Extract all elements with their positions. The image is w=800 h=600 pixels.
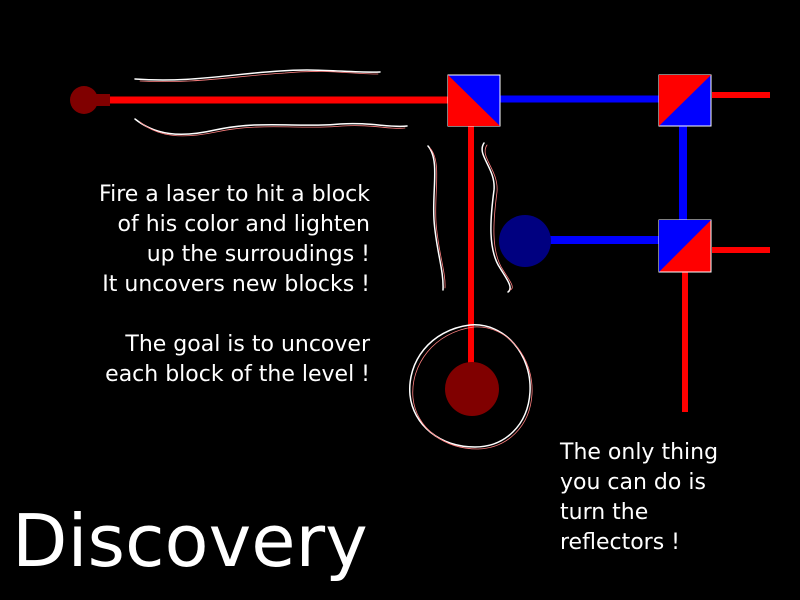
blue-target-block [499, 215, 551, 267]
target-circle-sketch [409, 324, 531, 448]
intro-instructions: Fire a laser to hit a block of his color… [99, 182, 370, 387]
beam-stroke-left [427, 145, 444, 291]
beam-stroke-right [481, 142, 511, 293]
red-target-block [445, 362, 499, 416]
sketch-marks [134, 69, 533, 450]
target-circle-sketch-red [412, 326, 533, 450]
motion-line-lower [134, 118, 408, 135]
beam-stroke-right-red [484, 144, 513, 291]
reflector-top-right[interactable] [658, 74, 712, 127]
reflector-middle-right[interactable] [658, 219, 712, 273]
laser-source[interactable] [70, 86, 110, 114]
laser-source-body [70, 86, 98, 114]
motion-line-lower-red [139, 121, 406, 137]
reflector-hint: The only thing you can do is turn the re… [560, 440, 719, 555]
motion-line-upper-red [139, 71, 379, 83]
reflector-red-half [659, 75, 711, 126]
reflector-red-half [448, 75, 500, 126]
reflector-top-left[interactable] [447, 74, 501, 127]
beam-stroke-left-red [429, 147, 446, 289]
motion-line-upper [134, 69, 381, 81]
reflector-blue-half [659, 220, 711, 272]
laser-source-nozzle [94, 94, 110, 106]
game-title: Discovery [12, 499, 368, 583]
